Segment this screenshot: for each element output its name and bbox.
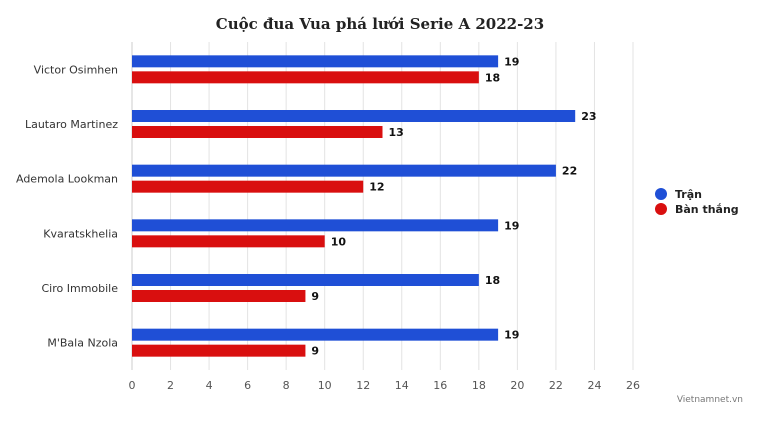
x-tick-label: 20 (510, 379, 524, 392)
x-tick-label: 26 (626, 379, 640, 392)
legend[interactable]: Trận Bàn thắng (655, 188, 739, 216)
source-credit: Vietnamnet.vn (677, 395, 743, 405)
legend-label[interactable]: Bàn thắng (675, 203, 739, 216)
data-label: 23 (581, 110, 596, 123)
bar-tran[interactable] (132, 274, 479, 286)
data-label: 18 (485, 274, 500, 287)
x-tick-label: 16 (433, 379, 447, 392)
x-tick-label: 14 (395, 379, 409, 392)
data-label: 12 (369, 181, 384, 194)
category-label: Victor Osimhen (34, 63, 118, 76)
x-tick-label: 22 (549, 379, 563, 392)
data-label: 22 (562, 165, 577, 178)
chart-title: Cuộc đua Vua phá lưới Serie A 2022-23 (216, 15, 544, 33)
x-tick-label: 6 (244, 379, 251, 392)
data-label: 13 (389, 126, 404, 139)
bar-ban-thang[interactable] (132, 344, 306, 357)
data-label: 9 (311, 290, 319, 303)
bar-tran[interactable] (132, 55, 499, 68)
x-tick-label: 2 (167, 379, 174, 392)
x-tick-label: 18 (472, 379, 486, 392)
data-labels: 19 18 23 13 22 12 19 10 18 9 19 9 (311, 55, 596, 357)
data-label: 18 (485, 71, 500, 84)
data-label: 9 (311, 345, 319, 358)
x-tick-label: 4 (206, 379, 213, 392)
bar-tran[interactable] (132, 110, 576, 122)
x-tick-label: 10 (318, 379, 332, 392)
bar-ban-thang[interactable] (132, 290, 306, 302)
bar-ban-thang[interactable] (132, 235, 325, 248)
legend-label[interactable]: Trận (675, 188, 702, 201)
bar-tran[interactable] (132, 219, 499, 232)
bar-tran[interactable] (132, 328, 499, 341)
data-label: 10 (331, 235, 347, 248)
category-label: Lautaro Martinez (25, 118, 118, 131)
bar-ban-thang[interactable] (132, 180, 364, 193)
data-label: 19 (504, 329, 519, 342)
x-tick-label: 0 (129, 379, 136, 392)
legend-marker (655, 188, 667, 200)
category-label: Ademola Lookman (16, 173, 118, 186)
x-tick-label: 8 (283, 379, 290, 392)
legend-marker (655, 203, 667, 215)
category-label: Kvaratskhelia (43, 227, 118, 240)
x-axis-ticks: 0 2 4 6 8 10 12 14 16 18 20 22 24 26 (129, 379, 641, 392)
category-labels: Victor Osimhen Lautaro Martinez Ademola Lo… (16, 63, 118, 349)
gridlines (131, 42, 634, 370)
x-tick-label: 24 (587, 379, 601, 392)
bars (132, 55, 576, 357)
data-label: 19 (504, 219, 519, 232)
category-label: M'Bala Nzola (47, 337, 118, 350)
bar-ban-thang[interactable] (132, 126, 383, 138)
bar-ban-thang[interactable] (132, 71, 479, 84)
data-label: 19 (504, 55, 519, 68)
x-tick-label: 12 (356, 379, 370, 392)
category-label: Ciro Immobile (41, 282, 118, 295)
bar-tran[interactable] (132, 164, 556, 177)
